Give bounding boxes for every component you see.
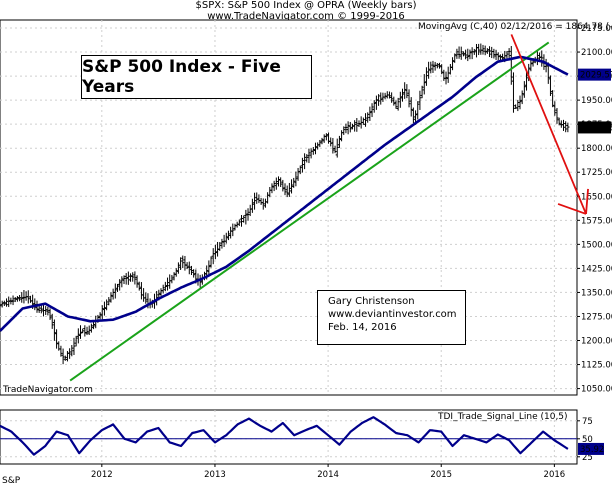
ma-last-value-label: 2029.57 xyxy=(580,71,612,81)
support-trendline xyxy=(69,41,550,382)
price-y-tick-label: 1800.00 xyxy=(581,144,612,154)
price-y-tick-label: 1950.00 xyxy=(581,96,612,106)
price-y-tick-label: 1200.00 xyxy=(581,337,612,347)
chart-title-box: S&P 500 Index - Five Years xyxy=(81,55,312,99)
author-note-box: Gary Christenson www.deviantinvestor.com… xyxy=(317,290,466,345)
price-y-tick-label: 1650.00 xyxy=(581,192,612,202)
indicator-last-value-label: 35.92 xyxy=(580,445,604,455)
chart-header-line1: $SPX: S&P 500 Index @ OPRA (Weekly bars) xyxy=(195,0,417,11)
indicator-panel-frame xyxy=(0,409,578,465)
price-bars-group xyxy=(0,43,570,365)
ma-last-value-box xyxy=(578,68,611,81)
note-website: www.deviantinvestor.com xyxy=(328,309,457,320)
price-y-tick-label: 2175.00 xyxy=(581,24,612,34)
x-tick-label: 2016 xyxy=(544,470,566,480)
indicator-y-tick-label: 25 xyxy=(582,453,593,463)
tradenavigator-watermark: TradeNavigator.com xyxy=(2,385,93,395)
price-last-value-box xyxy=(578,121,611,134)
price-y-tick-label: 1275.00 xyxy=(581,312,612,322)
price-y-tick-label: 1500.00 xyxy=(581,240,612,250)
price-y-tick-label: 1050.00 xyxy=(581,385,612,395)
price-y-tick-label: 2100.00 xyxy=(581,48,612,58)
indicator-line xyxy=(0,416,569,456)
moving-average-line xyxy=(0,55,569,332)
price-y-tick-label: 1725.00 xyxy=(581,168,612,178)
x-tick-label: 2012 xyxy=(91,470,113,480)
price-panel-legend: MovingAvg (C,40) 02/12/2016 = 1864.78 (-… xyxy=(418,22,612,32)
price-y-tick-label: 1425.00 xyxy=(581,264,612,274)
price-y-tick-label: 1125.00 xyxy=(581,361,612,371)
price-last-value-label: 1864.78 xyxy=(580,123,612,133)
projection-arrow xyxy=(510,34,587,215)
symbol-footer-label: S&P xyxy=(2,476,21,486)
price-y-tick-label: 1350.00 xyxy=(581,288,612,298)
indicator-last-value-box xyxy=(578,442,604,455)
price-y-tick-label: 1575.00 xyxy=(581,216,612,226)
note-date: Feb. 14, 2016 xyxy=(328,322,397,333)
x-tick-label: 2015 xyxy=(430,470,452,480)
indicator-y-tick-label: 75 xyxy=(582,417,593,427)
x-tick-label: 2014 xyxy=(317,470,339,480)
projection-arrow-head-left xyxy=(557,203,587,215)
indicator-panel-legend: TDI_Trade_Signal_Line (10,5) xyxy=(437,412,568,422)
x-tick-label: 2013 xyxy=(204,470,226,480)
chart-header-line2: www.TradeNavigator.com © 1999-2016 xyxy=(207,11,405,22)
indicator-y-tick-label: 50 xyxy=(582,435,593,445)
projection-arrow-head-right xyxy=(585,188,589,214)
note-author: Gary Christenson xyxy=(328,296,415,307)
